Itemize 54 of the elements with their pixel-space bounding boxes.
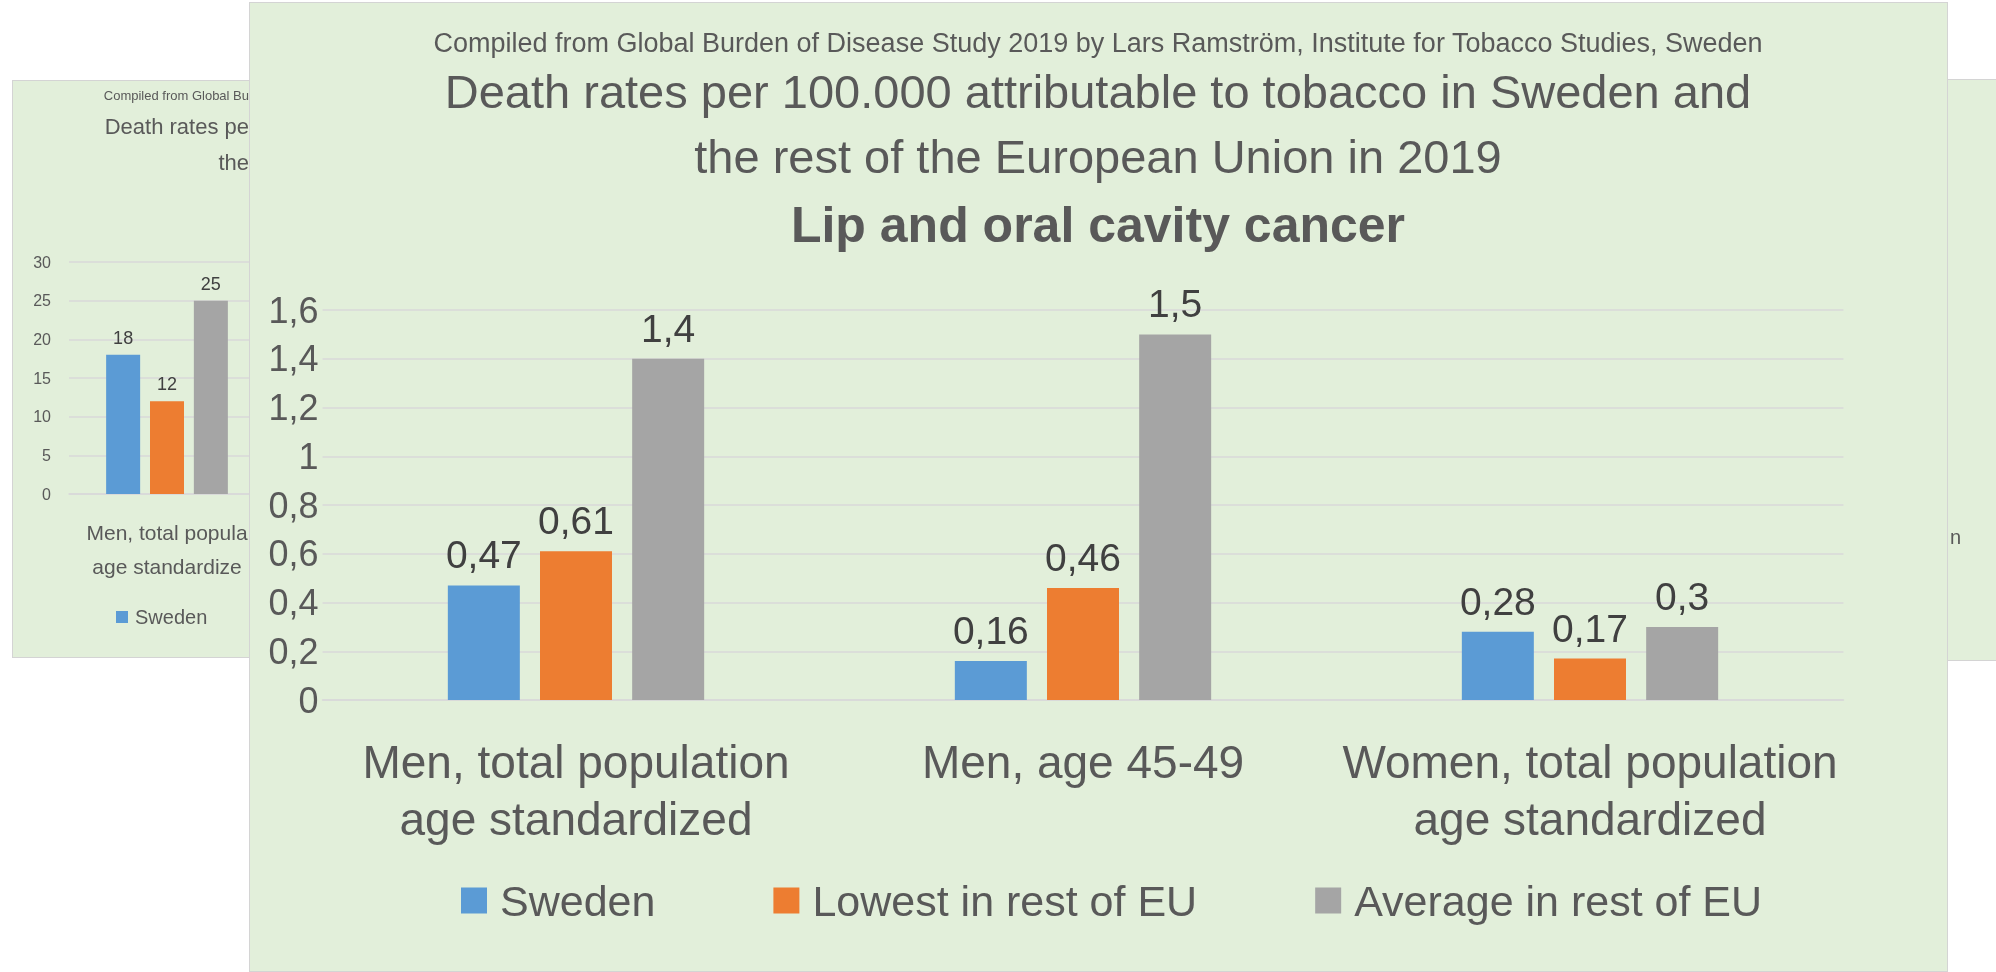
bar	[1646, 626, 1719, 700]
y-tick-label: 1	[298, 435, 319, 477]
legend-label: Sweden	[135, 606, 208, 628]
y-tick-label: 0,2	[268, 630, 319, 672]
text: Compiled from Global Burden of Disease Study 2019 by Lars Ramström, Institute for Tobacco Studies, Sweden	[433, 28, 1763, 58]
y-tick-label: 25	[33, 292, 52, 310]
y-tick-label: 0	[42, 485, 52, 503]
bar	[150, 401, 184, 494]
legend-label: Average in rest of EU	[1354, 876, 1763, 925]
data-label: 0,17	[1552, 606, 1628, 650]
y-tick-label: 15	[33, 369, 52, 387]
bar	[106, 354, 141, 494]
data-label: 25	[200, 273, 221, 294]
y-tick-label: 10	[33, 408, 52, 426]
text: Compiled from Global Bu	[103, 87, 249, 103]
x-tick-label: Men, total population age standardized	[362, 735, 790, 845]
data-label: 1,5	[1148, 282, 1203, 326]
bar	[540, 551, 612, 700]
y-tick-label: 0	[298, 679, 319, 721]
bar	[1554, 658, 1626, 700]
bar	[1139, 334, 1212, 700]
x-tick-label: Men, total popula age standardize	[86, 520, 248, 578]
legend-label: Sweden	[500, 876, 656, 925]
data-label: 12	[156, 374, 178, 395]
bar	[447, 585, 520, 700]
chart-subtitle: Lip and oral cavity cancer	[790, 197, 1406, 253]
bar	[954, 661, 1027, 700]
text: n	[1950, 526, 1962, 548]
legend-label: Lowest in rest of EU	[812, 876, 1198, 925]
data-label: 0,47	[445, 533, 522, 577]
y-tick-label: 5	[42, 446, 52, 464]
x-tick-label: Men, age 45-49	[921, 735, 1245, 788]
chart-title: Death rates per 100.000 attributable to tobacco in Sweden and the rest of the European Union in 2019	[444, 65, 1752, 183]
bar	[1461, 631, 1534, 700]
data-label: 18	[113, 327, 134, 348]
data-label: 0,61	[538, 499, 614, 543]
y-tick-label: 0,6	[268, 533, 319, 575]
y-tick-label: 1,6	[268, 289, 319, 331]
y-tick-label: 0,4	[268, 582, 319, 623]
data-label: 0,46	[1045, 535, 1121, 579]
y-tick-label: 1,4	[268, 338, 319, 380]
data-label: 0,28	[1459, 579, 1536, 623]
bar	[632, 358, 705, 700]
y-tick-label: 0,8	[268, 484, 319, 526]
data-label: 1,4	[641, 306, 696, 350]
y-tick-label: 20	[33, 330, 52, 348]
data-label: 0,3	[1655, 574, 1710, 618]
chart-title: Death rates pe the	[104, 113, 249, 175]
bar	[1047, 587, 1119, 700]
y-tick-label: 1,2	[268, 387, 319, 428]
x-tick-label: Women, total population age standardized	[1342, 735, 1838, 845]
y-tick-label: 30	[33, 253, 52, 271]
bar	[193, 300, 228, 494]
data-label: 0,16	[952, 609, 1029, 652]
